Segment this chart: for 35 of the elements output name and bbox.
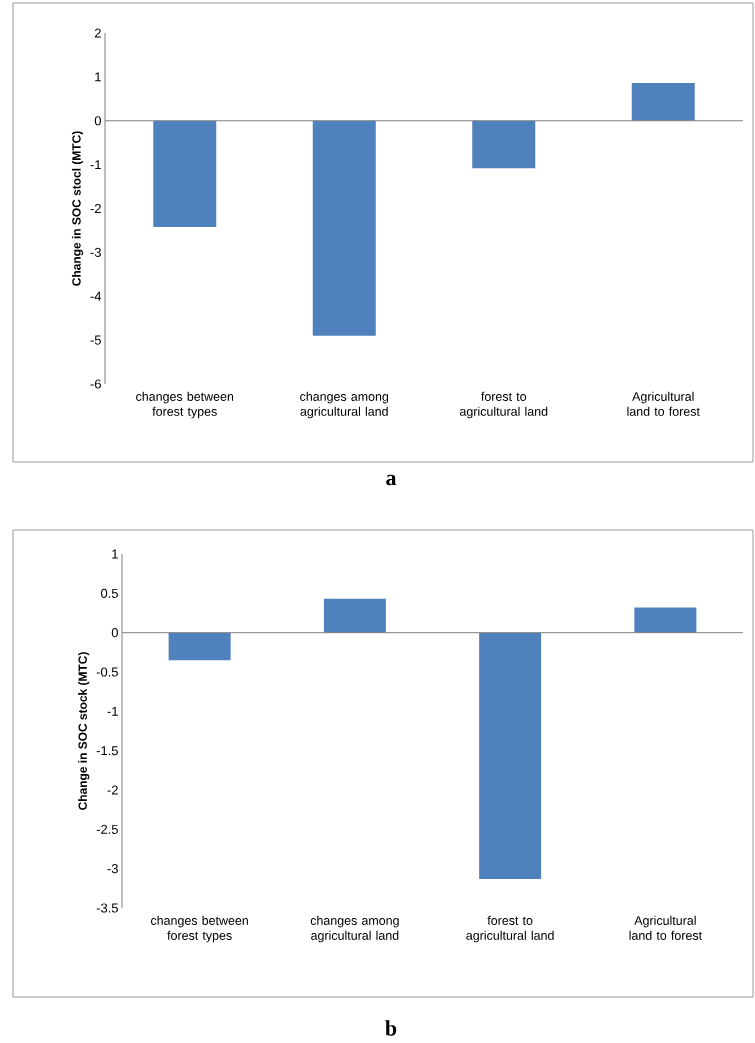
y-tick-label: -5: [90, 335, 101, 345]
y-tick-label: 0: [111, 628, 118, 638]
y-tick-label: 1: [95, 72, 101, 82]
y-tick-label: -1.5: [96, 746, 118, 756]
bar: [168, 632, 231, 661]
x-tick-label: changes between forest types: [151, 915, 248, 943]
y-tick-label: -1: [107, 706, 118, 716]
y-tick-label: -4: [90, 291, 102, 301]
x-tick-label: forest to agricultural land: [459, 391, 548, 419]
y-tick-label: -6: [90, 379, 101, 389]
x-tick-label: changes among agricultural land: [310, 915, 399, 943]
y-tick-label: 0: [94, 116, 101, 126]
bar: [323, 598, 386, 633]
bar: [634, 607, 697, 633]
x-tick-label: forest to agricultural land: [466, 915, 554, 943]
y-tick-label: -2: [90, 203, 101, 214]
y-axis-title: Change in SOC stocl (MTC): [71, 131, 84, 286]
x-tick-label: changes among agricultural land: [300, 391, 389, 419]
y-tick-label: -3: [90, 247, 101, 257]
y-tick-label: 0.5: [100, 588, 118, 598]
y-axis-title: Change in SOC stock (MTC): [78, 652, 90, 810]
x-tick-label: Agricultural land to forest: [629, 915, 702, 940]
text: b: [385, 1020, 397, 1036]
y-tick-label: -1: [90, 160, 101, 170]
text: a: [386, 474, 397, 486]
y-tick-label: 1: [112, 549, 118, 559]
y-tick-label: -3.5: [96, 903, 118, 913]
y-tick-label: -2.5: [96, 824, 118, 834]
x-tick-label: Agricultural land to forest: [627, 391, 700, 416]
y-tick-label: 2: [94, 28, 101, 38]
y-tick-label: -2: [107, 785, 118, 795]
x-tick-label: changes between forest types: [136, 391, 234, 419]
bar: [479, 632, 542, 879]
y-tick-label: -3: [107, 864, 118, 874]
y-tick-label: -0.5: [96, 667, 118, 677]
